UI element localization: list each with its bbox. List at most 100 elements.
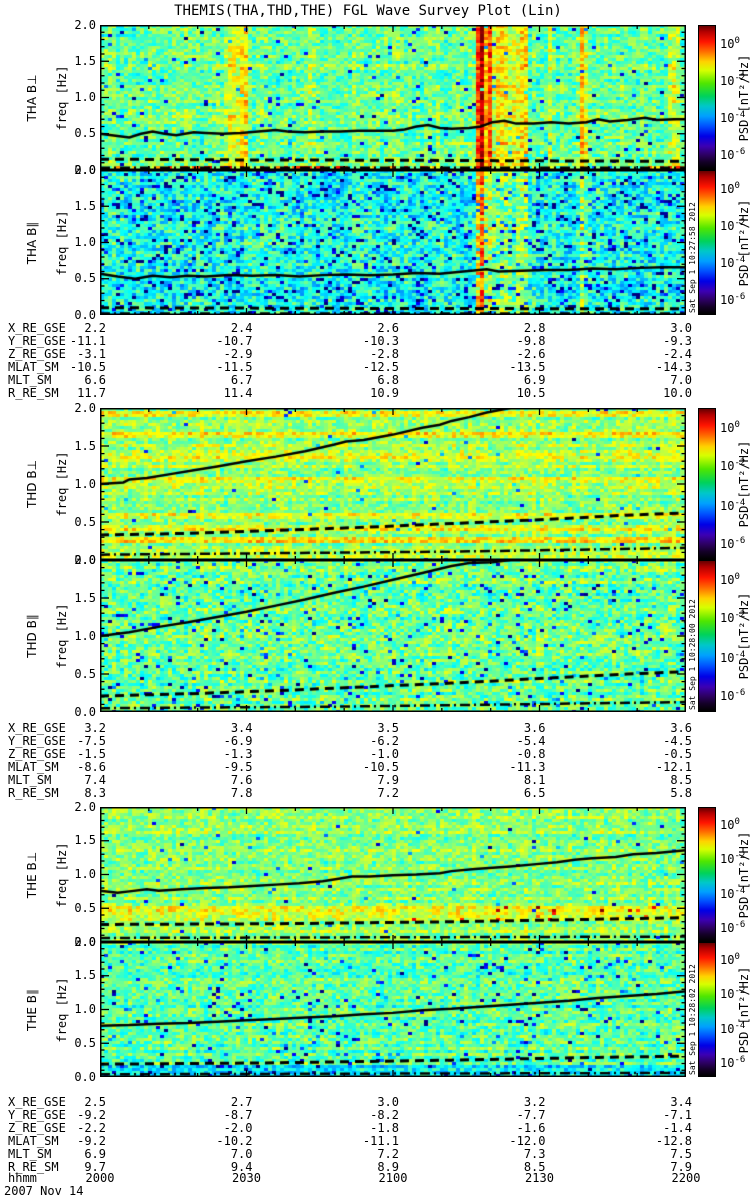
ytick-label: 2.0 — [74, 552, 96, 567]
ephemeris-value: 7.0 — [230, 1147, 253, 1161]
colorbar-tick: 10-2 — [720, 985, 746, 1001]
ytick-label: 1.0 — [74, 90, 96, 104]
ytick-label: 1.0 — [74, 235, 96, 249]
psd-axis-label: PSD [nT²/Hz] — [737, 440, 750, 528]
ephemeris-value: 3.2 — [84, 721, 106, 735]
spectrogram-tha-bperp — [100, 25, 686, 170]
psd-axis-label: PSD [nT²/Hz] — [737, 966, 750, 1053]
freq-axis-label: freq [Hz] — [55, 64, 69, 131]
ephemeris-value: 8.5 — [670, 773, 692, 787]
ephemeris-value: -13.5 — [509, 360, 546, 374]
ephemeris-value: -2.4 — [663, 347, 692, 361]
colorbar-tick: 10-2 — [720, 610, 746, 626]
ephemeris-value: -9.5 — [223, 760, 253, 774]
colorbar — [698, 942, 716, 1077]
spectrogram-the-bpar — [100, 942, 686, 1077]
ytick-label: 0.5 — [74, 126, 96, 141]
psd-axis-label: PSD [nT²/Hz] — [737, 592, 750, 680]
ephemeris-row-label: MLT_SM — [8, 773, 52, 787]
ephemeris-value: 3.6 — [670, 721, 692, 735]
ephemeris-row-label: MLT_SM — [8, 373, 52, 387]
ephemeris-value: 10.9 — [370, 386, 399, 400]
ephemeris-row-label: R_RE_SM — [8, 386, 59, 400]
colorbar — [698, 170, 716, 315]
ephemeris-value: -2.0 — [223, 1121, 253, 1135]
panel-label-tha-bpar: THA B∥ — [25, 221, 39, 264]
date-label: 2007 Nov 14 — [4, 1184, 84, 1198]
ephemeris-value: -8.2 — [370, 1108, 399, 1122]
panel-label-tha-bperp: THA B⊥ — [25, 73, 39, 122]
ephemeris-row-label: Y_RE_GSE — [8, 334, 66, 348]
ephemeris-value: -4.5 — [663, 734, 692, 748]
colorbar — [698, 408, 716, 560]
ephemeris-value: 2.5 — [84, 1095, 106, 1109]
ephemeris-value: -12.8 — [655, 1134, 692, 1148]
ephemeris-value: 11.7 — [77, 386, 106, 400]
ephemeris-value: 6.8 — [377, 373, 399, 387]
ytick-label: 1.0 — [74, 1002, 96, 1016]
ephemeris-value: -7.7 — [516, 1108, 546, 1122]
ephemeris-value: -6.9 — [223, 734, 253, 748]
ytick-label: 1.5 — [74, 590, 96, 605]
colorbar-tick: 10-4 — [720, 255, 746, 271]
ephemeris-value: -9.2 — [77, 1108, 106, 1122]
axes-the-bpar — [100, 942, 686, 1077]
ephemeris-value: 7.2 — [377, 786, 399, 800]
ephemeris-value: 7.4 — [84, 773, 106, 787]
ephemeris-value: 10.0 — [663, 386, 692, 400]
axes-thd-bperp — [100, 408, 686, 560]
ephemeris-value: -7.1 — [663, 1108, 692, 1122]
ephemeris-value: 3.4 — [230, 721, 253, 735]
freq-axis-label: freq [Hz] — [55, 209, 69, 276]
panel-label-thd-bperp: THD B⊥ — [25, 459, 39, 509]
time-tick-label: 2200 — [671, 1171, 701, 1185]
ephemeris-value: -12.5 — [362, 360, 399, 374]
ytick-label: 0.5 — [74, 514, 96, 529]
freq-axis-label: freq [Hz] — [55, 841, 69, 908]
axes-the-bperp — [100, 807, 686, 942]
ephemeris-value: 7.6 — [230, 773, 253, 787]
ytick-label: 0.0 — [74, 552, 96, 567]
ytick-label: 0.0 — [74, 307, 96, 322]
ephemeris-row-label: MLAT_SM — [8, 1134, 59, 1148]
colorbar-tick: 100 — [720, 36, 740, 52]
ephemeris-row-label: Y_RE_GSE — [8, 734, 66, 748]
ephemeris-value: -6.2 — [370, 734, 399, 748]
ephemeris-value: 8.1 — [523, 773, 546, 787]
ytick-label: 1.0 — [74, 476, 96, 491]
ephemeris-value: 3.2 — [523, 1095, 546, 1109]
ephemeris-value: -1.3 — [223, 747, 253, 761]
colorbar-tick: 10-6 — [720, 1054, 746, 1070]
creation-timestamp: Sat Sep 1 10:27:58 2012 — [688, 202, 697, 313]
axes-thd-bpar — [100, 560, 686, 712]
ephemeris-value: 7.8 — [230, 786, 253, 800]
ephemeris-row-label: R_RE_SM — [8, 1160, 59, 1174]
ytick-label: 2.0 — [74, 17, 96, 32]
ephemeris-value: -1.0 — [370, 747, 399, 761]
ephemeris-value: -9.2 — [77, 1134, 106, 1148]
ephemeris-value: -1.8 — [370, 1121, 399, 1135]
ephemeris-value: 7.2 — [377, 1147, 399, 1161]
freq-axis-label: freq [Hz] — [55, 603, 69, 669]
ephemeris-value: 8.9 — [377, 1160, 399, 1174]
ephemeris-value: 6.5 — [523, 786, 546, 800]
ephemeris-value: 8.5 — [523, 1160, 546, 1174]
panel-label-the-bperp: THE B⊥ — [25, 851, 39, 898]
ephemeris-value: 8.3 — [84, 786, 106, 800]
spectrogram-thd-bperp — [100, 408, 686, 560]
ephemeris-value: -11.3 — [509, 760, 546, 774]
ephemeris-value: 7.5 — [670, 1147, 692, 1161]
ytick-label: 0.5 — [74, 666, 96, 681]
ephemeris-value: -0.5 — [663, 747, 692, 761]
ephemeris-row-label: Y_RE_GSE — [8, 1108, 66, 1122]
panel-label-thd-bpar: THD B∥ — [25, 614, 39, 658]
colorbar-tick: 100 — [720, 420, 740, 436]
ephemeris-value: 6.7 — [230, 373, 253, 387]
ephemeris-row-label: X_RE_GSE — [8, 721, 66, 735]
ephemeris-value: 3.4 — [670, 1095, 692, 1109]
ephemeris-value: 6.6 — [84, 373, 106, 387]
ephemeris-value: 6.9 — [523, 373, 546, 387]
colorbar-tick: 10-4 — [720, 1021, 746, 1037]
ephemeris-value: -0.8 — [516, 747, 546, 761]
ytick-label: 1.5 — [74, 198, 96, 213]
